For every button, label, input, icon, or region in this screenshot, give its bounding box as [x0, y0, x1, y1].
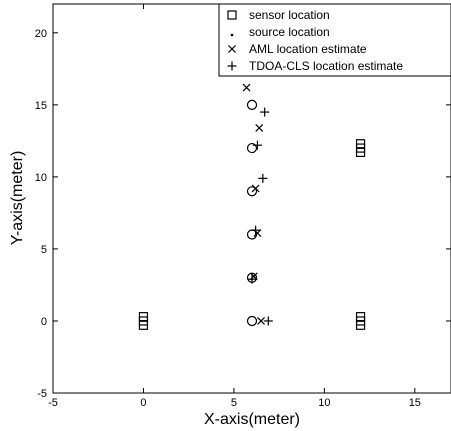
x-tick-label: 0	[140, 397, 146, 409]
tdoa-cls-estimate-marker	[247, 274, 257, 284]
x-tick-label: 15	[409, 397, 421, 409]
tdoa-cls-estimate-marker	[258, 173, 268, 183]
tdoa-cls-estimate-marker	[263, 316, 273, 326]
aml-estimate-marker	[257, 317, 265, 325]
source-marker	[246, 186, 258, 197]
circle-icon	[230, 33, 234, 37]
aml-estimate-marker	[255, 123, 264, 132]
tdoa-cls-estimate-marker	[251, 225, 261, 235]
aml-estimate-marker	[242, 83, 251, 92]
sensor-marker	[355, 312, 366, 322]
x-axis-ticks: -5 0 5 10 15	[48, 4, 421, 409]
tdoa-cls-estimate-marker	[260, 107, 270, 117]
source-marker	[246, 315, 258, 327]
x-axis-title: X-axis(meter)	[204, 411, 300, 428]
y-axis-title: Y-axis(meter)	[9, 151, 26, 246]
source-marker	[246, 142, 258, 154]
y-tick-label: 10	[35, 172, 47, 184]
y-tick-label: 20	[35, 28, 47, 40]
y-tick-label: -5	[37, 388, 47, 400]
legend-label: source location	[249, 25, 330, 39]
legend-box	[218, 3, 451, 77]
data-points	[138, 83, 366, 330]
sensor-marker	[355, 139, 366, 149]
tdoa-cls-estimate-marker	[252, 140, 262, 150]
y-tick-label: 0	[41, 316, 47, 328]
x-icon	[228, 45, 236, 53]
y-axis-ticks: -5 0 5 10 15 20	[35, 28, 451, 400]
legend-label: AML location estimate	[249, 42, 367, 56]
legend-label: TDOA-CLS location estimate	[249, 59, 403, 73]
x-tick-label: -5	[48, 397, 58, 409]
legend-label: sensor location	[249, 8, 330, 22]
sensor-marker	[138, 312, 149, 322]
aml-estimate-marker	[251, 184, 260, 193]
y-tick-label: 15	[35, 100, 47, 112]
plus-icon	[227, 61, 237, 71]
source-marker	[246, 99, 258, 110]
x-tick-label: 5	[231, 397, 237, 409]
square-icon	[227, 10, 237, 20]
y-tick-label: 5	[41, 244, 47, 256]
legend: sensor location source location AML locati…	[218, 3, 451, 77]
x-tick-label: 10	[318, 397, 330, 409]
